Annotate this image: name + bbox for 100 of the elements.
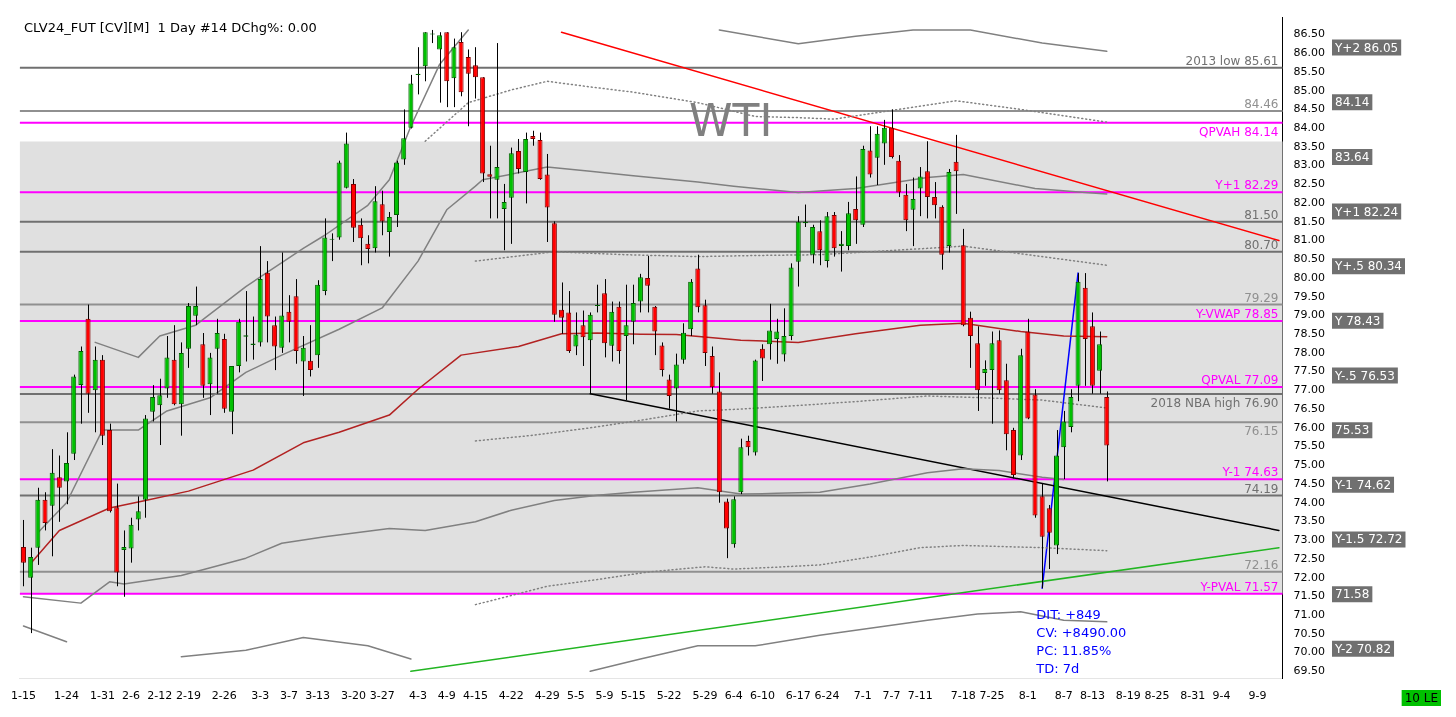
y-tick-label: 73.50: [1293, 514, 1326, 528]
candlestick: [817, 219, 823, 266]
line-series: [474, 544, 1108, 606]
y-tick-label: 73.00: [1293, 533, 1326, 547]
y-tick-label: 77.50: [1293, 364, 1326, 378]
candlestick: [637, 273, 643, 313]
x-tick-label: 7-25: [979, 689, 1005, 703]
y-tick-label: 71.50: [1293, 589, 1326, 603]
y-tick-label: 84.50: [1293, 102, 1326, 116]
text: Y+2 86.05: [1334, 40, 1399, 55]
annotation: CV: +8490.00: [1036, 624, 1127, 640]
text: Y 78.43: [1334, 313, 1381, 328]
candlestick: [121, 529, 127, 598]
candlestick: [157, 378, 163, 446]
candlestick: [580, 310, 586, 367]
ref-line-label: 80.70: [1244, 237, 1279, 252]
candlestick: [465, 48, 471, 127]
x-tick-label: 7-11: [907, 689, 933, 703]
candlestick: [150, 384, 156, 422]
candlestick: [365, 234, 371, 264]
ref-line-label: 2018 NBA high 76.90: [1150, 396, 1279, 411]
candlestick: [128, 517, 134, 564]
x-tick-label: 5-29: [692, 689, 718, 703]
x-tick-label: 8-31: [1180, 689, 1206, 703]
candlestick: [358, 217, 364, 266]
candlestick: [1061, 410, 1067, 480]
x-tick-label: 5-5: [566, 689, 585, 703]
candlestick: [501, 183, 507, 251]
chart-title: CLV24_FUT [CV][M] 1 Day #14 DChg%: 0.00: [23, 19, 317, 35]
candlestick: [437, 31, 443, 104]
x-tick-label: 4-29: [534, 689, 560, 703]
ref-line-label: 81.50: [1244, 207, 1279, 222]
y-tick-label: 81.50: [1293, 214, 1326, 228]
x-tick-label: 2-6: [122, 689, 141, 703]
line-series: [474, 245, 1108, 266]
x-tick-label: 1-24: [54, 689, 80, 703]
candlestick: [214, 318, 220, 395]
candlestick: [759, 343, 765, 382]
x-tick-label: 7-7: [882, 689, 901, 703]
y-tick-label: 75.00: [1293, 458, 1326, 472]
x-tick-label: 3-13: [305, 689, 331, 703]
candlestick: [868, 125, 872, 179]
y-tick-label: 75.50: [1293, 439, 1326, 453]
x-tick-label: 3-3: [251, 689, 270, 703]
candlestick: [652, 305, 658, 356]
x-tick-label: 5-22: [656, 689, 682, 703]
annotation: TD: 7d: [1035, 660, 1080, 676]
candlestick: [42, 491, 48, 531]
candlestick: [874, 125, 880, 186]
candlestick: [910, 177, 916, 247]
candlestick: [64, 431, 70, 505]
ref-line-label: Y+1 82.29: [1214, 178, 1279, 193]
candlestick: [982, 359, 988, 387]
y-tick-label: 83.00: [1293, 158, 1326, 172]
y-tick-label: 71.00: [1293, 607, 1326, 621]
candlestick: [286, 294, 292, 343]
candlestick: [28, 547, 34, 634]
y-tick-label: 76.00: [1293, 420, 1326, 434]
ref-line-label: 74.19: [1244, 481, 1279, 496]
x-tick-label: 5-15: [620, 689, 646, 703]
y-tick-label: 69.50: [1293, 664, 1326, 678]
annotation: PC: 11.85%: [1036, 642, 1112, 658]
candlestick: [472, 46, 478, 100]
y-tick-label: 83.50: [1293, 139, 1326, 153]
y-tick-label: 85.00: [1293, 83, 1326, 97]
x-tick-label: 6-10: [749, 689, 775, 703]
x-tick-label: 3-20: [341, 689, 366, 703]
ref-line-label: 76.15: [1244, 424, 1279, 439]
candlestick: [57, 455, 61, 523]
candlestick: [386, 211, 392, 258]
text: 83.64: [1335, 149, 1370, 164]
text: Y-1.5 72.72: [1334, 532, 1403, 547]
candlestick: [594, 284, 600, 313]
text: Y+1 82.24: [1334, 204, 1399, 219]
x-tick-label: 2-26: [211, 689, 237, 703]
y-tick-label: 84.00: [1293, 120, 1326, 134]
candlestick: [135, 495, 141, 531]
x-tick-label: 4-3: [409, 689, 428, 703]
y-tick-label: 70.50: [1293, 626, 1326, 640]
x-tick-label: 8-1: [1018, 689, 1037, 703]
x-tick-label: 1-15: [11, 689, 36, 703]
candlestick: [20, 519, 26, 587]
y-tick-label: 72.00: [1293, 570, 1326, 584]
x-tick-label: 6-4: [724, 689, 743, 703]
line-series: [424, 80, 1108, 142]
y-tick-label: 74.00: [1293, 495, 1326, 509]
x-tick-label: 2-19: [176, 689, 201, 703]
ref-line-label: QPVAL 77.09: [1201, 372, 1279, 387]
candlestick: [559, 281, 565, 335]
y-tick-label: 79.50: [1293, 289, 1326, 303]
ref-line-label: Y-1 74.63: [1221, 465, 1279, 480]
x-tick-label: 8-13: [1079, 689, 1105, 703]
candlestick: [767, 303, 773, 361]
x-tick-label: 7-1: [853, 689, 872, 703]
y-tick-label: 77.00: [1293, 383, 1326, 397]
ref-line-label: 2013 low 85.61: [1185, 53, 1279, 68]
x-tick-label: 6-17: [785, 689, 811, 703]
text: 75.53: [1335, 423, 1370, 438]
x-tick-label: 4-9: [437, 689, 456, 703]
candlestick: [488, 145, 492, 219]
